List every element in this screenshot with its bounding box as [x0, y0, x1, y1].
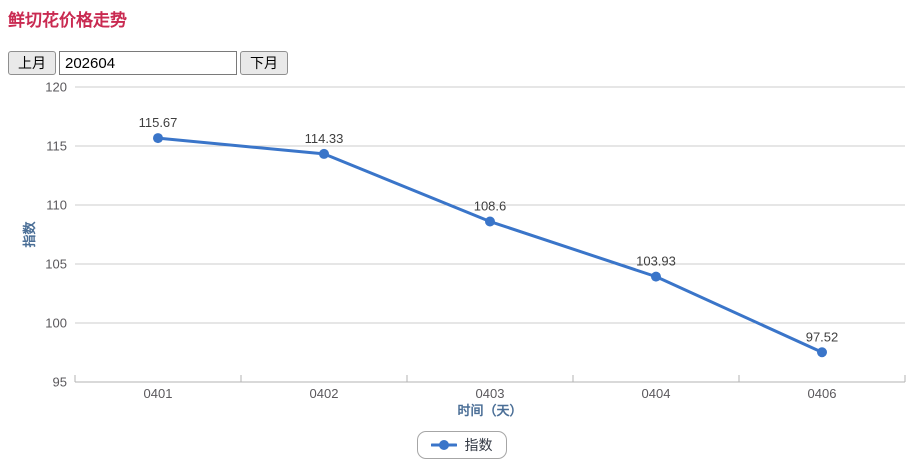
month-input[interactable]	[59, 51, 237, 75]
point-label: 114.33	[305, 131, 344, 146]
x-tick-label: 0401	[144, 386, 173, 401]
data-point[interactable]	[319, 148, 329, 159]
legend-line-marker-icon	[430, 440, 457, 450]
x-tick-label: 0402	[310, 386, 339, 401]
point-label: 103.93	[636, 254, 676, 269]
data-point[interactable]	[485, 216, 495, 227]
y-tick-label: 110	[46, 198, 67, 213]
x-tick-label: 0406	[808, 386, 837, 401]
data-point[interactable]	[817, 347, 827, 358]
y-tick-label: 120	[45, 80, 67, 95]
next-month-button[interactable]: 下月	[240, 51, 288, 75]
y-tick-label: 115	[46, 139, 67, 154]
point-label: 115.67	[139, 115, 178, 130]
y-tick-label: 100	[45, 316, 67, 331]
x-axis-title: 时间（天）	[457, 403, 522, 418]
y-tick-label: 105	[45, 257, 67, 272]
y-axis-title: 指数	[22, 221, 37, 248]
data-point[interactable]	[651, 271, 661, 282]
page-title: 鲜切花价格走势	[8, 11, 127, 30]
x-tick-label: 0403	[476, 386, 505, 401]
y-tick-label: 95	[53, 375, 67, 390]
price-trend-line-chart: 95 100 105 110 115 120 0401 0402 0403 0404 0406 时间（…	[22, 80, 906, 418]
chart-legend[interactable]: 指数	[416, 431, 507, 459]
point-label: 97.52	[806, 329, 839, 344]
data-point[interactable]	[153, 133, 163, 144]
series-line	[156, 136, 824, 354]
prev-month-button[interactable]: 上月	[8, 51, 56, 75]
month-controls: 上月 下月	[8, 51, 288, 75]
point-label: 108.6	[474, 199, 507, 214]
legend-label: 指数	[464, 437, 493, 453]
x-tick-label: 0404	[642, 386, 671, 401]
